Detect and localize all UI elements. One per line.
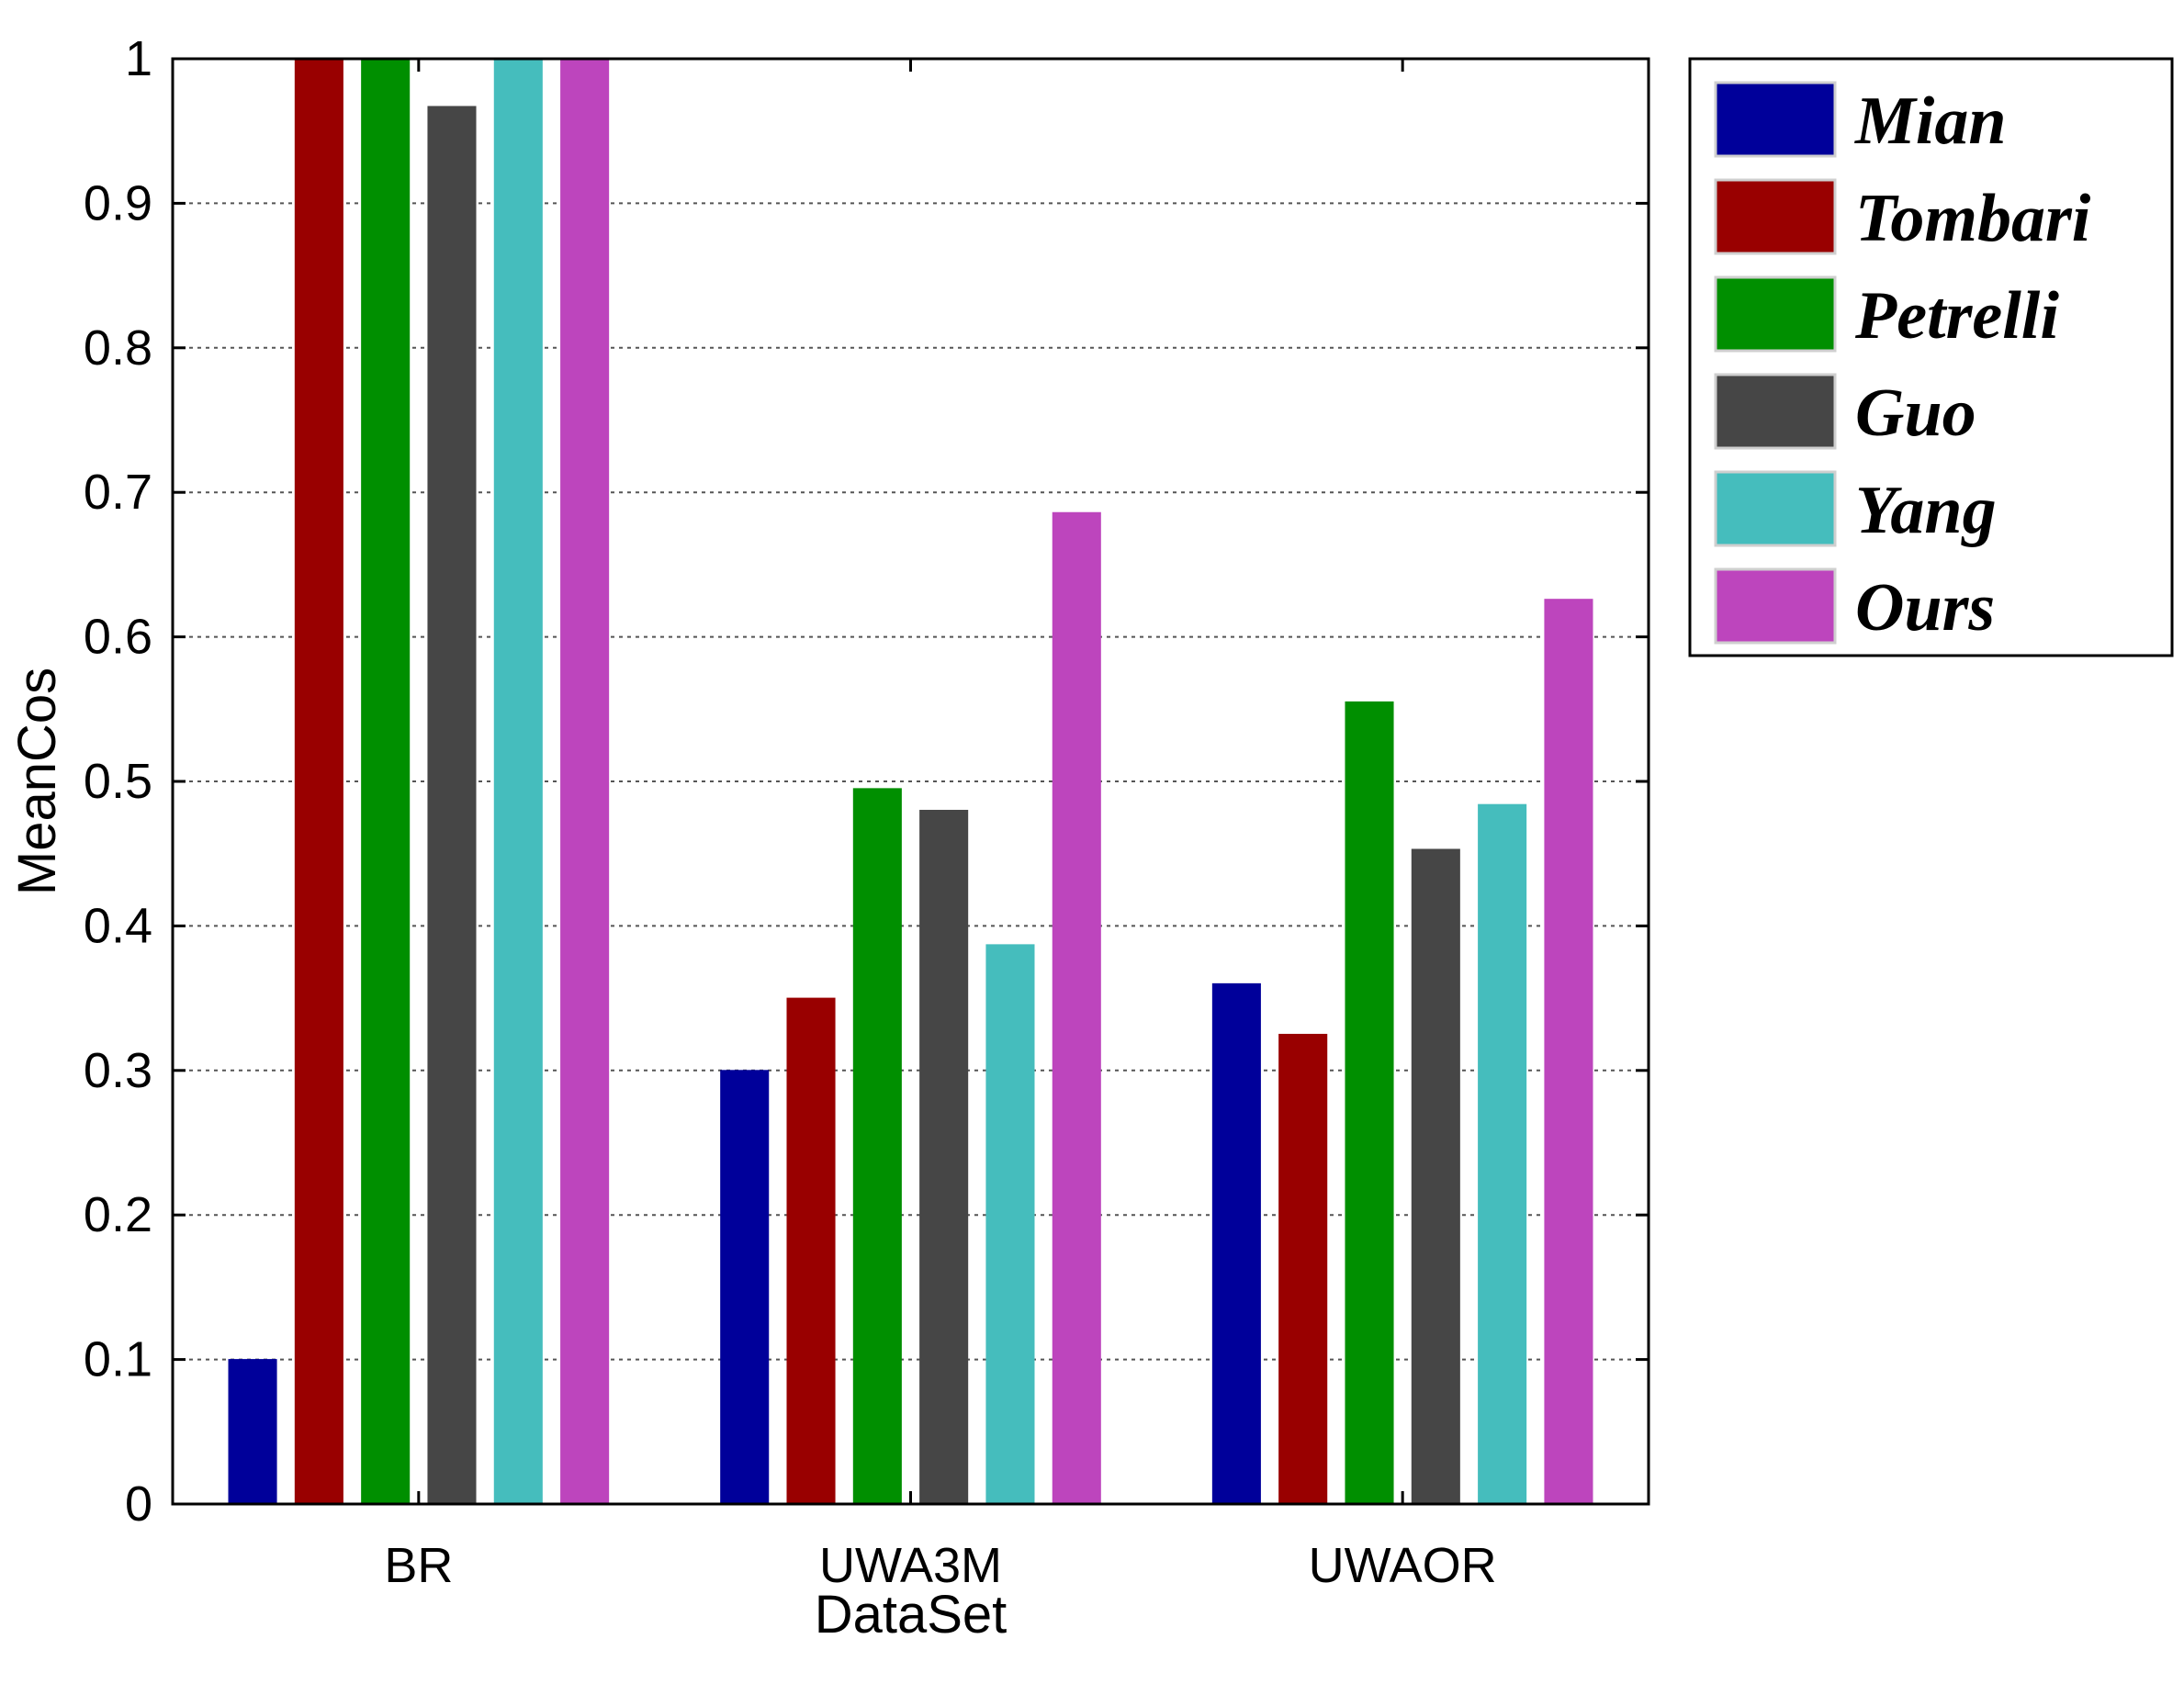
legend-label-guo: Guo [1855, 376, 1976, 451]
bar-petrelli-uwaor [1345, 701, 1394, 1505]
y-tick-label: 0.1 [84, 1332, 152, 1387]
legend-swatch-ours [1714, 567, 1837, 645]
y-tick-label: 0.6 [84, 610, 152, 665]
legend-swatch-yang [1714, 470, 1837, 547]
bar-ours-uwa3m [1052, 511, 1101, 1505]
x-axis-title: DataSet [815, 1585, 1008, 1644]
bar-guo-br [427, 106, 477, 1505]
bar-yang-uwaor [1478, 803, 1527, 1505]
bar-mian-uwa3m [720, 1070, 770, 1505]
legend-swatch-tombari [1714, 178, 1837, 255]
y-tick-label: 0 [125, 1476, 152, 1532]
y-axis-title: MeanCos [7, 668, 67, 895]
legend-box [1688, 57, 2174, 657]
y-tick-label: 0.3 [84, 1043, 152, 1098]
bar-mian-br [228, 1359, 277, 1505]
bar-guo-uwa3m [919, 809, 969, 1505]
y-tick-label: 0.8 [84, 320, 152, 376]
bar-ours-br [560, 58, 610, 1505]
bar-tombari-br [294, 58, 343, 1505]
x-tick-label: UWA3M [819, 1538, 1002, 1593]
bar-tombari-uwaor [1278, 1033, 1328, 1505]
x-tick-label: BR [384, 1538, 453, 1593]
bar-petrelli-uwa3m [852, 788, 902, 1505]
bar-yang-uwa3m [985, 944, 1035, 1505]
y-tick-label: 1 [125, 31, 152, 86]
bar-petrelli-br [361, 58, 411, 1505]
y-tick-label: 0.5 [84, 754, 152, 809]
legend-swatch-petrelli [1714, 275, 1837, 353]
y-tick-label: 0.2 [84, 1187, 152, 1242]
bars [228, 58, 1593, 1505]
legend-label-tombari: Tombari [1855, 181, 2091, 256]
legend-label-yang: Yang [1855, 473, 1997, 548]
bar-mian-uwaor [1211, 982, 1261, 1505]
bar-yang-br [493, 58, 543, 1505]
y-tick-label: 0.7 [84, 465, 152, 520]
y-tick-label: 0.4 [84, 898, 152, 953]
legend-swatch-guo [1714, 373, 1837, 450]
legend-label-petrelli: Petrelli [1854, 278, 2059, 354]
bar-ours-uwaor [1544, 599, 1593, 1505]
y-tick-label: 0.9 [84, 175, 152, 230]
axis-ticks: 0 0.1 0.2 0.3 0.4 0.5 0.6 0.7 0.8 0.9 1 BR UWA3M UWAO… [84, 31, 1649, 1593]
legend-label-mian: Mian [1854, 84, 2007, 159]
x-tick-label: UWAOR [1309, 1538, 1497, 1593]
bar-guo-uwaor [1411, 848, 1460, 1505]
legend-swatch-mian [1714, 81, 1837, 158]
legend: Mian Tombari Petrelli Guo Yang Ours [1688, 57, 2174, 657]
bar-tombari-uwa3m [786, 997, 836, 1505]
grid [173, 202, 1649, 1361]
legend-label-ours: Ours [1855, 570, 1995, 645]
